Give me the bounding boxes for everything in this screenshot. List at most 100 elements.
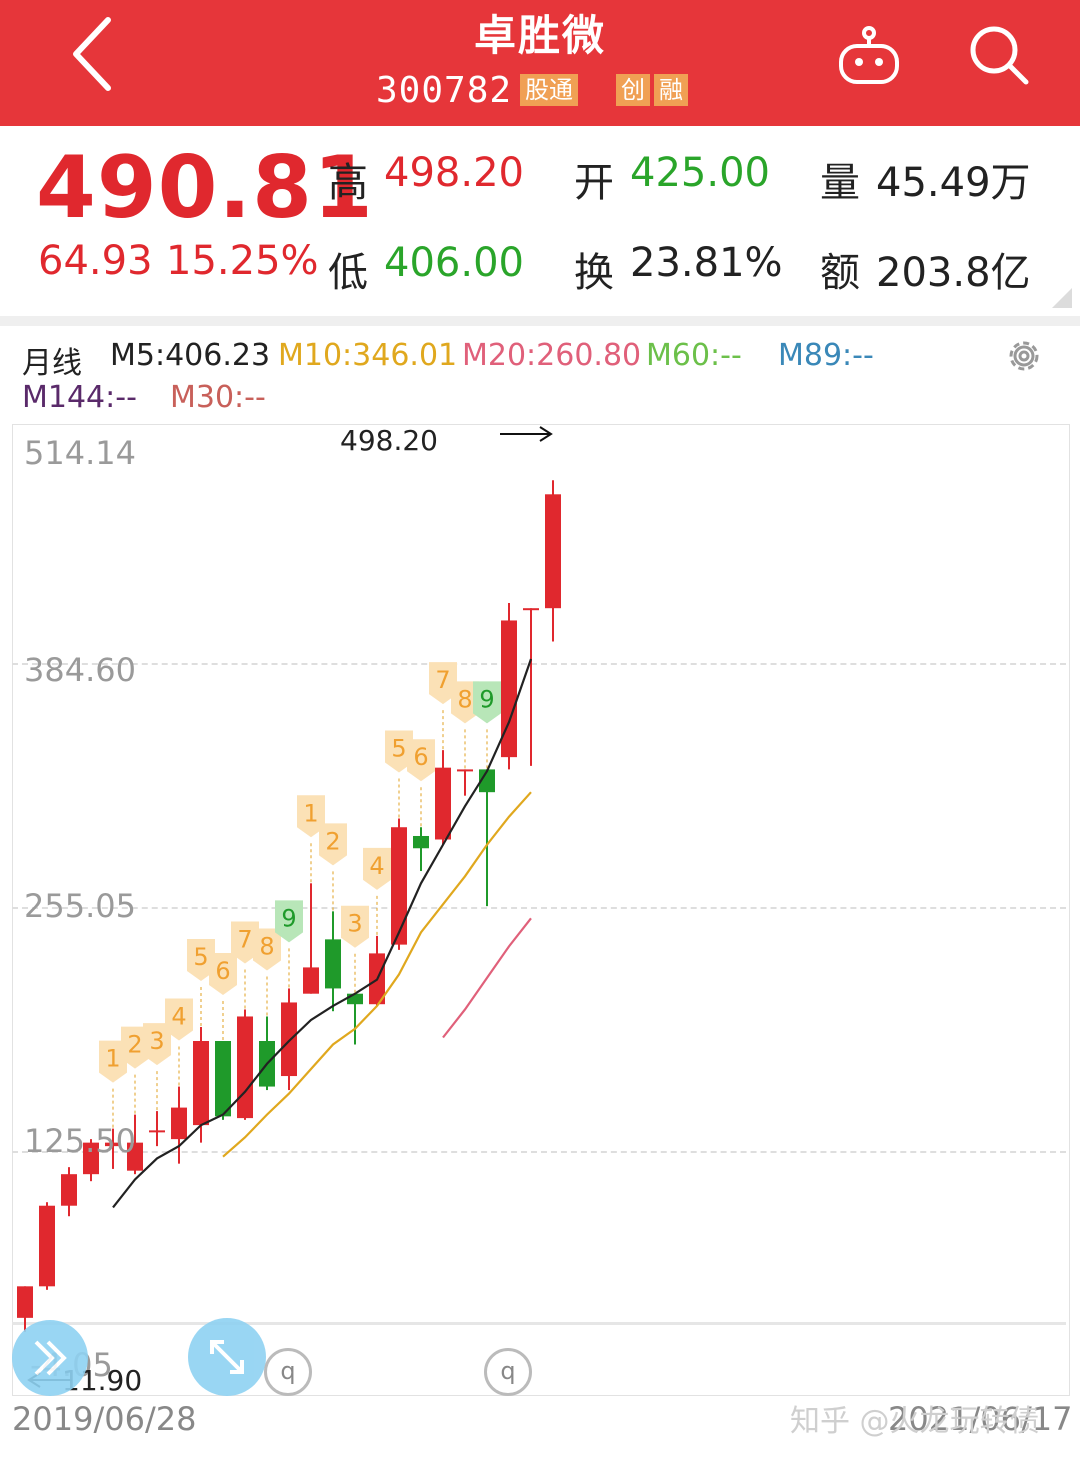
td-count-label: 2 <box>127 1031 142 1059</box>
stock-code-row: 300782 股通 创 融 <box>376 70 689 111</box>
td-count-label: 9 <box>479 685 494 713</box>
high-arrow-icon <box>500 426 553 442</box>
tag-margin: 融 <box>654 74 689 106</box>
td-count-label: 7 <box>237 925 252 953</box>
td-count-label: 5 <box>193 943 208 971</box>
tag-hk-connect: 股通 <box>520 74 579 106</box>
x-start-date: 2019/06/28 <box>12 1400 197 1438</box>
kline-chart[interactable] <box>12 424 1070 1396</box>
stock-name: 卓胜微 <box>473 11 606 60</box>
y-tick-label: 384.60 <box>24 651 136 689</box>
candle-body <box>545 494 561 609</box>
td-badge <box>187 938 215 981</box>
candle-body <box>501 620 517 758</box>
candle-body <box>17 1286 33 1318</box>
candle-body <box>237 1016 253 1119</box>
fullscreen-button[interactable] <box>188 1318 266 1396</box>
td-badge <box>231 921 259 964</box>
last-price: 490.81 <box>36 138 374 238</box>
td-badge <box>363 847 391 890</box>
td-badge <box>385 730 413 773</box>
td-count-label: 7 <box>435 666 450 694</box>
candle-body <box>435 767 451 840</box>
grid-line <box>12 663 1066 665</box>
q-marker-button[interactable]: q <box>484 1348 532 1396</box>
ma144-value: M144:-- <box>22 380 137 415</box>
volume-label: 量 <box>820 160 860 206</box>
td-badge <box>165 998 193 1041</box>
search-icon[interactable] <box>966 22 1032 88</box>
robot-icon[interactable] <box>836 26 902 86</box>
ma10-line <box>222 791 532 1158</box>
expand-corner-icon[interactable] <box>1052 288 1072 308</box>
td-badge <box>407 739 435 782</box>
td-badge <box>297 795 325 838</box>
candle-body <box>193 1041 209 1126</box>
td-count-label: 3 <box>347 910 362 938</box>
candle-body <box>39 1205 55 1287</box>
td-badge <box>121 1026 149 1069</box>
td-count-label: 3 <box>149 1027 164 1055</box>
app-header: 卓胜微 300782 股通 创 融 <box>0 0 1080 126</box>
turnover-value: 23.81% <box>630 240 783 286</box>
low-value: 406.00 <box>384 240 524 286</box>
section-divider <box>0 316 1080 326</box>
ma89-value: M89:-- <box>778 338 874 373</box>
ma60-value: M60:-- <box>646 338 742 373</box>
open-label: 开 <box>574 160 614 206</box>
x-end-date: 2021/06/17 <box>888 1400 1073 1438</box>
ma20-line <box>442 917 532 1039</box>
td-count-label: 4 <box>171 1003 186 1031</box>
td-badge <box>473 681 501 724</box>
td-badge <box>319 823 347 866</box>
candle-body <box>281 1002 297 1077</box>
grid-line <box>12 907 1066 909</box>
td-count-label: 1 <box>105 1045 120 1073</box>
ma5-value: M5:406.23 <box>110 338 271 373</box>
fast-forward-button[interactable] <box>12 1320 88 1396</box>
td-count-label: 5 <box>391 734 406 762</box>
high-label: 高 <box>328 160 368 206</box>
td-badge <box>429 662 457 705</box>
price-change: 64.93 <box>38 238 153 284</box>
amount-label: 额 <box>820 250 860 296</box>
double-chevron-icon <box>34 1340 67 1376</box>
q-marker-button[interactable]: q <box>264 1348 312 1396</box>
high-value: 498.20 <box>384 150 524 196</box>
td-badge <box>209 953 237 996</box>
chart-bottom-line <box>12 1322 1066 1325</box>
td-count-label: 6 <box>413 743 428 771</box>
td-count-label: 8 <box>259 932 274 960</box>
ma30-value: M30:-- <box>170 380 266 415</box>
back-icon[interactable] <box>62 14 132 94</box>
td-badge <box>451 681 479 724</box>
gear-icon[interactable] <box>1002 336 1046 376</box>
td-badge <box>143 1023 171 1066</box>
turnover-label: 换 <box>574 250 614 296</box>
candle-body <box>215 1041 231 1117</box>
candle-body <box>347 993 363 1005</box>
td-count-label: 2 <box>325 827 340 855</box>
td-badge <box>341 905 369 948</box>
y-tick-label: 255.05 <box>24 887 136 925</box>
candle-body <box>523 608 539 611</box>
period-label[interactable]: 月线 <box>22 346 82 381</box>
candle-body <box>325 939 341 989</box>
td-badge <box>253 928 281 971</box>
td-count-label: 8 <box>457 685 472 713</box>
expand-icon <box>210 1340 244 1374</box>
candle-body <box>171 1107 187 1140</box>
watermark: 知乎 @火龙玩转债 <box>790 1404 1040 1439</box>
amount-value: 203.8亿 <box>876 250 1031 296</box>
y-tick-label: 514.14 <box>24 434 136 472</box>
tag-chinext: 创 <box>616 74 651 106</box>
candle-body <box>83 1142 99 1175</box>
high-marker-label: 498.20 <box>340 424 438 457</box>
td-count-label: 4 <box>369 852 384 880</box>
td-badge <box>99 1040 127 1083</box>
td-badge <box>275 900 303 943</box>
candle-body <box>457 769 473 772</box>
candle-body <box>127 1142 143 1171</box>
candle-body <box>303 967 319 994</box>
